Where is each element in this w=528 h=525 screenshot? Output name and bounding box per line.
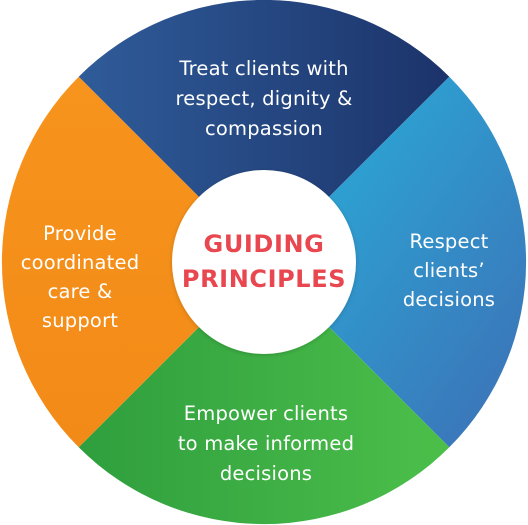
bottom-label-line-1: Empower clients bbox=[184, 402, 349, 425]
left-label-line-2: coordinated bbox=[21, 251, 140, 274]
segment-top bbox=[78, 0, 450, 262]
segment-left bbox=[1, 76, 264, 448]
top-label-line-3: compassion bbox=[205, 117, 323, 140]
left-label-line-1: Provide bbox=[43, 222, 117, 245]
right-label-line-1: Respect bbox=[410, 230, 489, 253]
top-label-line-1: Treat clients with bbox=[178, 57, 348, 80]
center-title-line-1: GUIDING bbox=[204, 230, 325, 258]
center-title-line-2: PRINCIPLES bbox=[182, 265, 346, 293]
center-hub bbox=[172, 170, 356, 354]
bottom-label-line-2: to make informed bbox=[178, 432, 354, 455]
right-label-line-2: clients’ bbox=[413, 259, 485, 282]
bottom-label-line-3: decisions bbox=[220, 462, 312, 485]
segment-right bbox=[264, 76, 527, 448]
left-label-line-4: support bbox=[42, 309, 118, 332]
right-label-line-3: decisions bbox=[403, 288, 495, 311]
top-label-line-2: respect, dignity & bbox=[175, 87, 352, 110]
left-label-line-3: care & bbox=[48, 280, 113, 303]
segment-bottom bbox=[78, 262, 450, 525]
